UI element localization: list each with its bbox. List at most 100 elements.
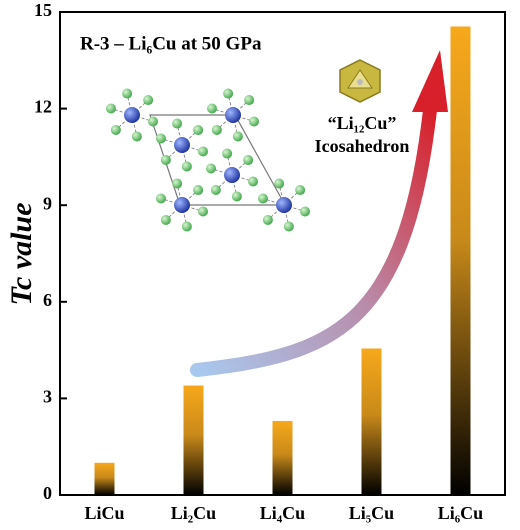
y-axis-label: Tc value: [5, 202, 38, 305]
bond: [160, 138, 183, 146]
structure-label: R-3 – Li₆Cu at 50 GPa: [80, 33, 262, 54]
bond: [131, 114, 154, 122]
bond: [181, 189, 199, 206]
bond: [131, 114, 138, 137]
li-atom: [122, 88, 133, 99]
bond: [165, 204, 183, 221]
li-atom: [155, 193, 166, 204]
li-atom: [222, 148, 233, 159]
y-tick-label: 0: [43, 483, 52, 503]
li-atom: [248, 176, 259, 187]
li-atom: [257, 193, 268, 204]
bond: [126, 93, 133, 116]
li-atom: [249, 116, 260, 127]
y-tick-label: 3: [43, 387, 52, 407]
li-atom: [131, 131, 142, 142]
icosahedron-icon: [339, 59, 381, 103]
li-atom: [232, 131, 243, 142]
li-atom: [160, 154, 171, 165]
li-atom: [181, 221, 192, 232]
cu-atom: [276, 197, 292, 213]
bond: [160, 198, 183, 206]
li-atom: [231, 191, 242, 202]
bond: [232, 114, 255, 122]
li-atom: [210, 184, 221, 195]
li-atom: [295, 185, 306, 196]
cu-atom: [224, 167, 240, 183]
bond: [181, 204, 204, 212]
bond: [176, 183, 183, 206]
li-atom: [205, 163, 216, 174]
bond: [227, 93, 234, 116]
y-tick-label: 6: [43, 290, 52, 310]
li-atom: [155, 133, 166, 144]
bond: [216, 114, 234, 131]
crystal-structure: [105, 88, 311, 232]
li-atom: [193, 125, 204, 136]
bond: [181, 144, 204, 152]
li-atom: [244, 95, 255, 106]
li-atom: [198, 146, 209, 157]
bond: [181, 129, 199, 146]
bond: [165, 144, 183, 161]
bond: [181, 144, 188, 167]
bond: [262, 198, 285, 206]
y-tick-label: 15: [34, 0, 52, 20]
bond: [181, 204, 188, 227]
li-atom: [172, 178, 183, 189]
bar: [272, 420, 293, 495]
li-atom: [300, 206, 311, 217]
bond: [232, 114, 239, 137]
x-tick-label: LiCu: [84, 503, 124, 523]
bond: [211, 108, 234, 116]
cu-atom: [225, 107, 241, 123]
bond: [232, 99, 250, 116]
bar: [450, 26, 471, 496]
li-atom: [223, 88, 234, 99]
li-atom: [148, 116, 159, 127]
bond: [283, 189, 301, 206]
cu-atom: [124, 107, 140, 123]
li-atom: [193, 185, 204, 196]
li-atom: [262, 214, 273, 225]
bond: [278, 183, 285, 206]
bond: [110, 108, 133, 116]
li-atom: [211, 124, 222, 135]
bond: [176, 123, 183, 146]
bar: [94, 462, 115, 495]
bar: [183, 385, 204, 495]
bond: [231, 159, 249, 176]
bond: [231, 174, 254, 182]
cu-atom: [174, 197, 190, 213]
annotation: “Li₁₂Cu”: [328, 113, 397, 133]
bond: [215, 174, 233, 191]
li-atom: [198, 206, 209, 217]
y-tick-label: 9: [43, 193, 52, 213]
annotation: Icosahedron: [315, 136, 410, 156]
li-atom: [143, 95, 154, 106]
li-atom: [110, 124, 121, 135]
li-atom: [105, 103, 116, 114]
x-tick-label: Li₄Cu: [260, 503, 305, 523]
li-atom: [274, 178, 285, 189]
x-tick-label: Li₂Cu: [171, 503, 216, 523]
y-tick-label: 12: [34, 97, 52, 117]
trend-arrow: [190, 103, 437, 377]
bond: [231, 174, 238, 197]
li-atom: [243, 155, 254, 166]
bond: [283, 204, 306, 212]
bond: [283, 204, 290, 227]
bond: [267, 204, 285, 221]
cu-atom: [174, 137, 190, 153]
bond: [226, 153, 233, 176]
x-tick-label: Li₅Cu: [349, 503, 394, 523]
li-atom: [181, 161, 192, 172]
bond: [210, 168, 233, 176]
li-atom: [283, 221, 294, 232]
bar: [361, 348, 382, 495]
bond: [115, 114, 133, 131]
li-atom: [172, 118, 183, 129]
arrow-head: [412, 50, 448, 112]
bond: [131, 99, 149, 116]
